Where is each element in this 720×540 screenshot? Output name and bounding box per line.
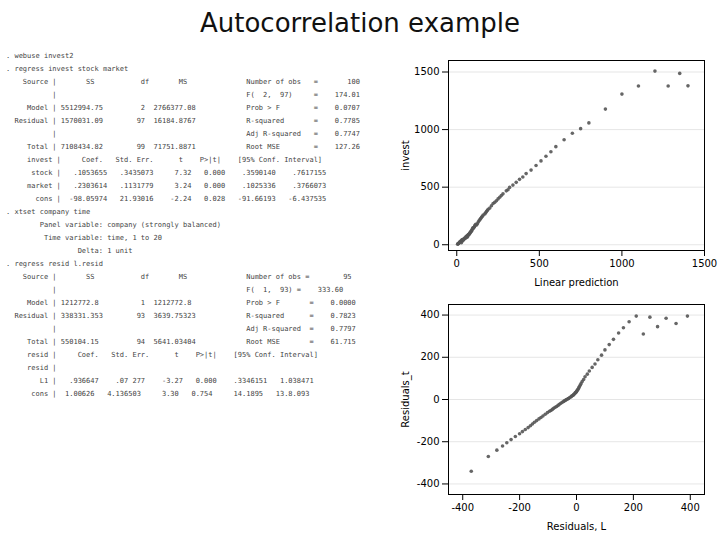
html-text:cons | -98.05974 21.93016 -2.2: cons | -98.05974 21.93016 -2.24 0.028 -9… [6, 195, 327, 203]
svg-text:0: 0 [454, 258, 460, 269]
html-text:Model | 1212772.8 1 1212772.8: Model | 1212772.8 1 1212772.8 Prob > F =… [6, 299, 356, 307]
svg-text:0: 0 [433, 239, 439, 250]
svg-text:-200: -200 [417, 436, 440, 447]
svg-text:0: 0 [433, 394, 439, 405]
html-text:cons | 1.00626 4.136503 3.30 0: cons | 1.00626 4.136503 3.30 0.754 14.18… [6, 390, 310, 398]
svg-text:200: 200 [420, 351, 439, 362]
svg-text:400: 400 [420, 309, 439, 320]
svg-text:500: 500 [420, 181, 439, 192]
svg-text:1000: 1000 [609, 258, 634, 269]
html-text:L1 | .936647 .07 277 -3.27 0.0: L1 | .936647 .07 277 -3.27 0.000 .334615… [6, 377, 314, 385]
svg-text:-200: -200 [508, 502, 531, 513]
html-text:. webuse invest2: . webuse invest2 [6, 52, 74, 60]
svg-text:1500: 1500 [692, 258, 717, 269]
svg-text:Residuals_t: Residuals_t [400, 371, 412, 427]
html-text:Autocorrelation example: Autocorrelation example [200, 8, 520, 38]
html-text:| F( 1, 93) = 333.60: | F( 1, 93) = 333.60 [6, 286, 344, 294]
svg-text:1000: 1000 [414, 124, 439, 135]
svg-text:invest: invest [400, 140, 411, 170]
svg-text:1500: 1500 [414, 66, 439, 77]
html-text:Time variable: time, 1 to 20: Time variable: time, 1 to 20 [6, 234, 162, 242]
html-text:market | .2303614 .1131779 3.2: market | .2303614 .1131779 3.24 0.000 .1… [6, 182, 327, 190]
html-text:Total | 550104.15 94 5641.0340: Total | 550104.15 94 5641.03404 Root MSE… [6, 338, 356, 346]
html-text:Model | 5512994.75 2 2766377.0: Model | 5512994.75 2 2766377.08 Prob > F… [6, 104, 360, 112]
html-text:Residual | 1570031.09 97 16184: Residual | 1570031.09 97 16184.8767 R-sq… [6, 117, 360, 125]
svg-text:400: 400 [681, 502, 700, 513]
svg-text:500: 500 [530, 258, 549, 269]
html-text:| Adj R-squared = 0.7797: | Adj R-squared = 0.7797 [6, 325, 356, 333]
html-text:. regress invest stock market: . regress invest stock market [6, 65, 129, 73]
html-text:| F( 2, 97) = 174.01: | F( 2, 97) = 174.01 [6, 91, 360, 99]
svg-text:0: 0 [573, 502, 579, 513]
html-text:Residual | 338331.353 93 3639.: Residual | 338331.353 93 3639.75323 R-sq… [6, 312, 356, 320]
html-text:| Adj R-squared = 0.7747: | Adj R-squared = 0.7747 [6, 130, 360, 138]
html-text:Total | 7108434.82 99 71751.88: Total | 7108434.82 99 71751.8871 Root MS… [6, 143, 360, 151]
html-text:Source | SS df MS Number of ob: Source | SS df MS Number of obs = 100 [6, 78, 360, 86]
svg-text:Linear prediction: Linear prediction [534, 277, 618, 288]
html-text:resid |: resid | [6, 364, 57, 372]
svg-text:-400: -400 [417, 478, 440, 489]
html-text:. xtset company time: . xtset company time [6, 208, 91, 216]
html-text:Source | SS df MS Number of ob: Source | SS df MS Number of obs = 95 [6, 273, 352, 281]
html-text:stock | .1053655 .3435073 7.32: stock | .1053655 .3435073 7.32 0.000 .35… [6, 169, 327, 177]
html-text:resid | Coef. Std. Err. t P>|t: resid | Coef. Std. Err. t P>|t| [95% Con… [6, 351, 318, 359]
html-text:Panel variable: company (stron: Panel variable: company (strongly balanc… [6, 221, 221, 229]
svg-text:Residuals, L: Residuals, L [547, 521, 607, 532]
html-text:Delta: 1 unit: Delta: 1 unit [6, 247, 133, 255]
html-text:invest | Coef. Std. Err. t P>|: invest | Coef. Std. Err. t P>|t| [95% Co… [6, 156, 323, 164]
html-text:. regress resid l.resid: . regress resid l.resid [6, 260, 103, 268]
svg-text:200: 200 [624, 502, 643, 513]
svg-text:-400: -400 [451, 502, 474, 513]
